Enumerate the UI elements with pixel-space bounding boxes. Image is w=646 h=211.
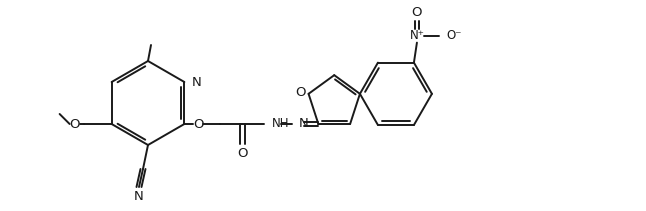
Text: NH: NH bbox=[273, 116, 290, 130]
Text: O: O bbox=[69, 118, 80, 130]
Text: O⁻: O⁻ bbox=[446, 29, 461, 42]
Text: N: N bbox=[298, 116, 308, 130]
Text: N: N bbox=[191, 76, 201, 88]
Text: O: O bbox=[237, 146, 247, 160]
Text: O: O bbox=[295, 86, 306, 99]
Text: O: O bbox=[412, 6, 422, 19]
Text: N: N bbox=[134, 189, 144, 203]
Text: N⁺: N⁺ bbox=[410, 29, 424, 42]
Text: O: O bbox=[193, 118, 203, 130]
